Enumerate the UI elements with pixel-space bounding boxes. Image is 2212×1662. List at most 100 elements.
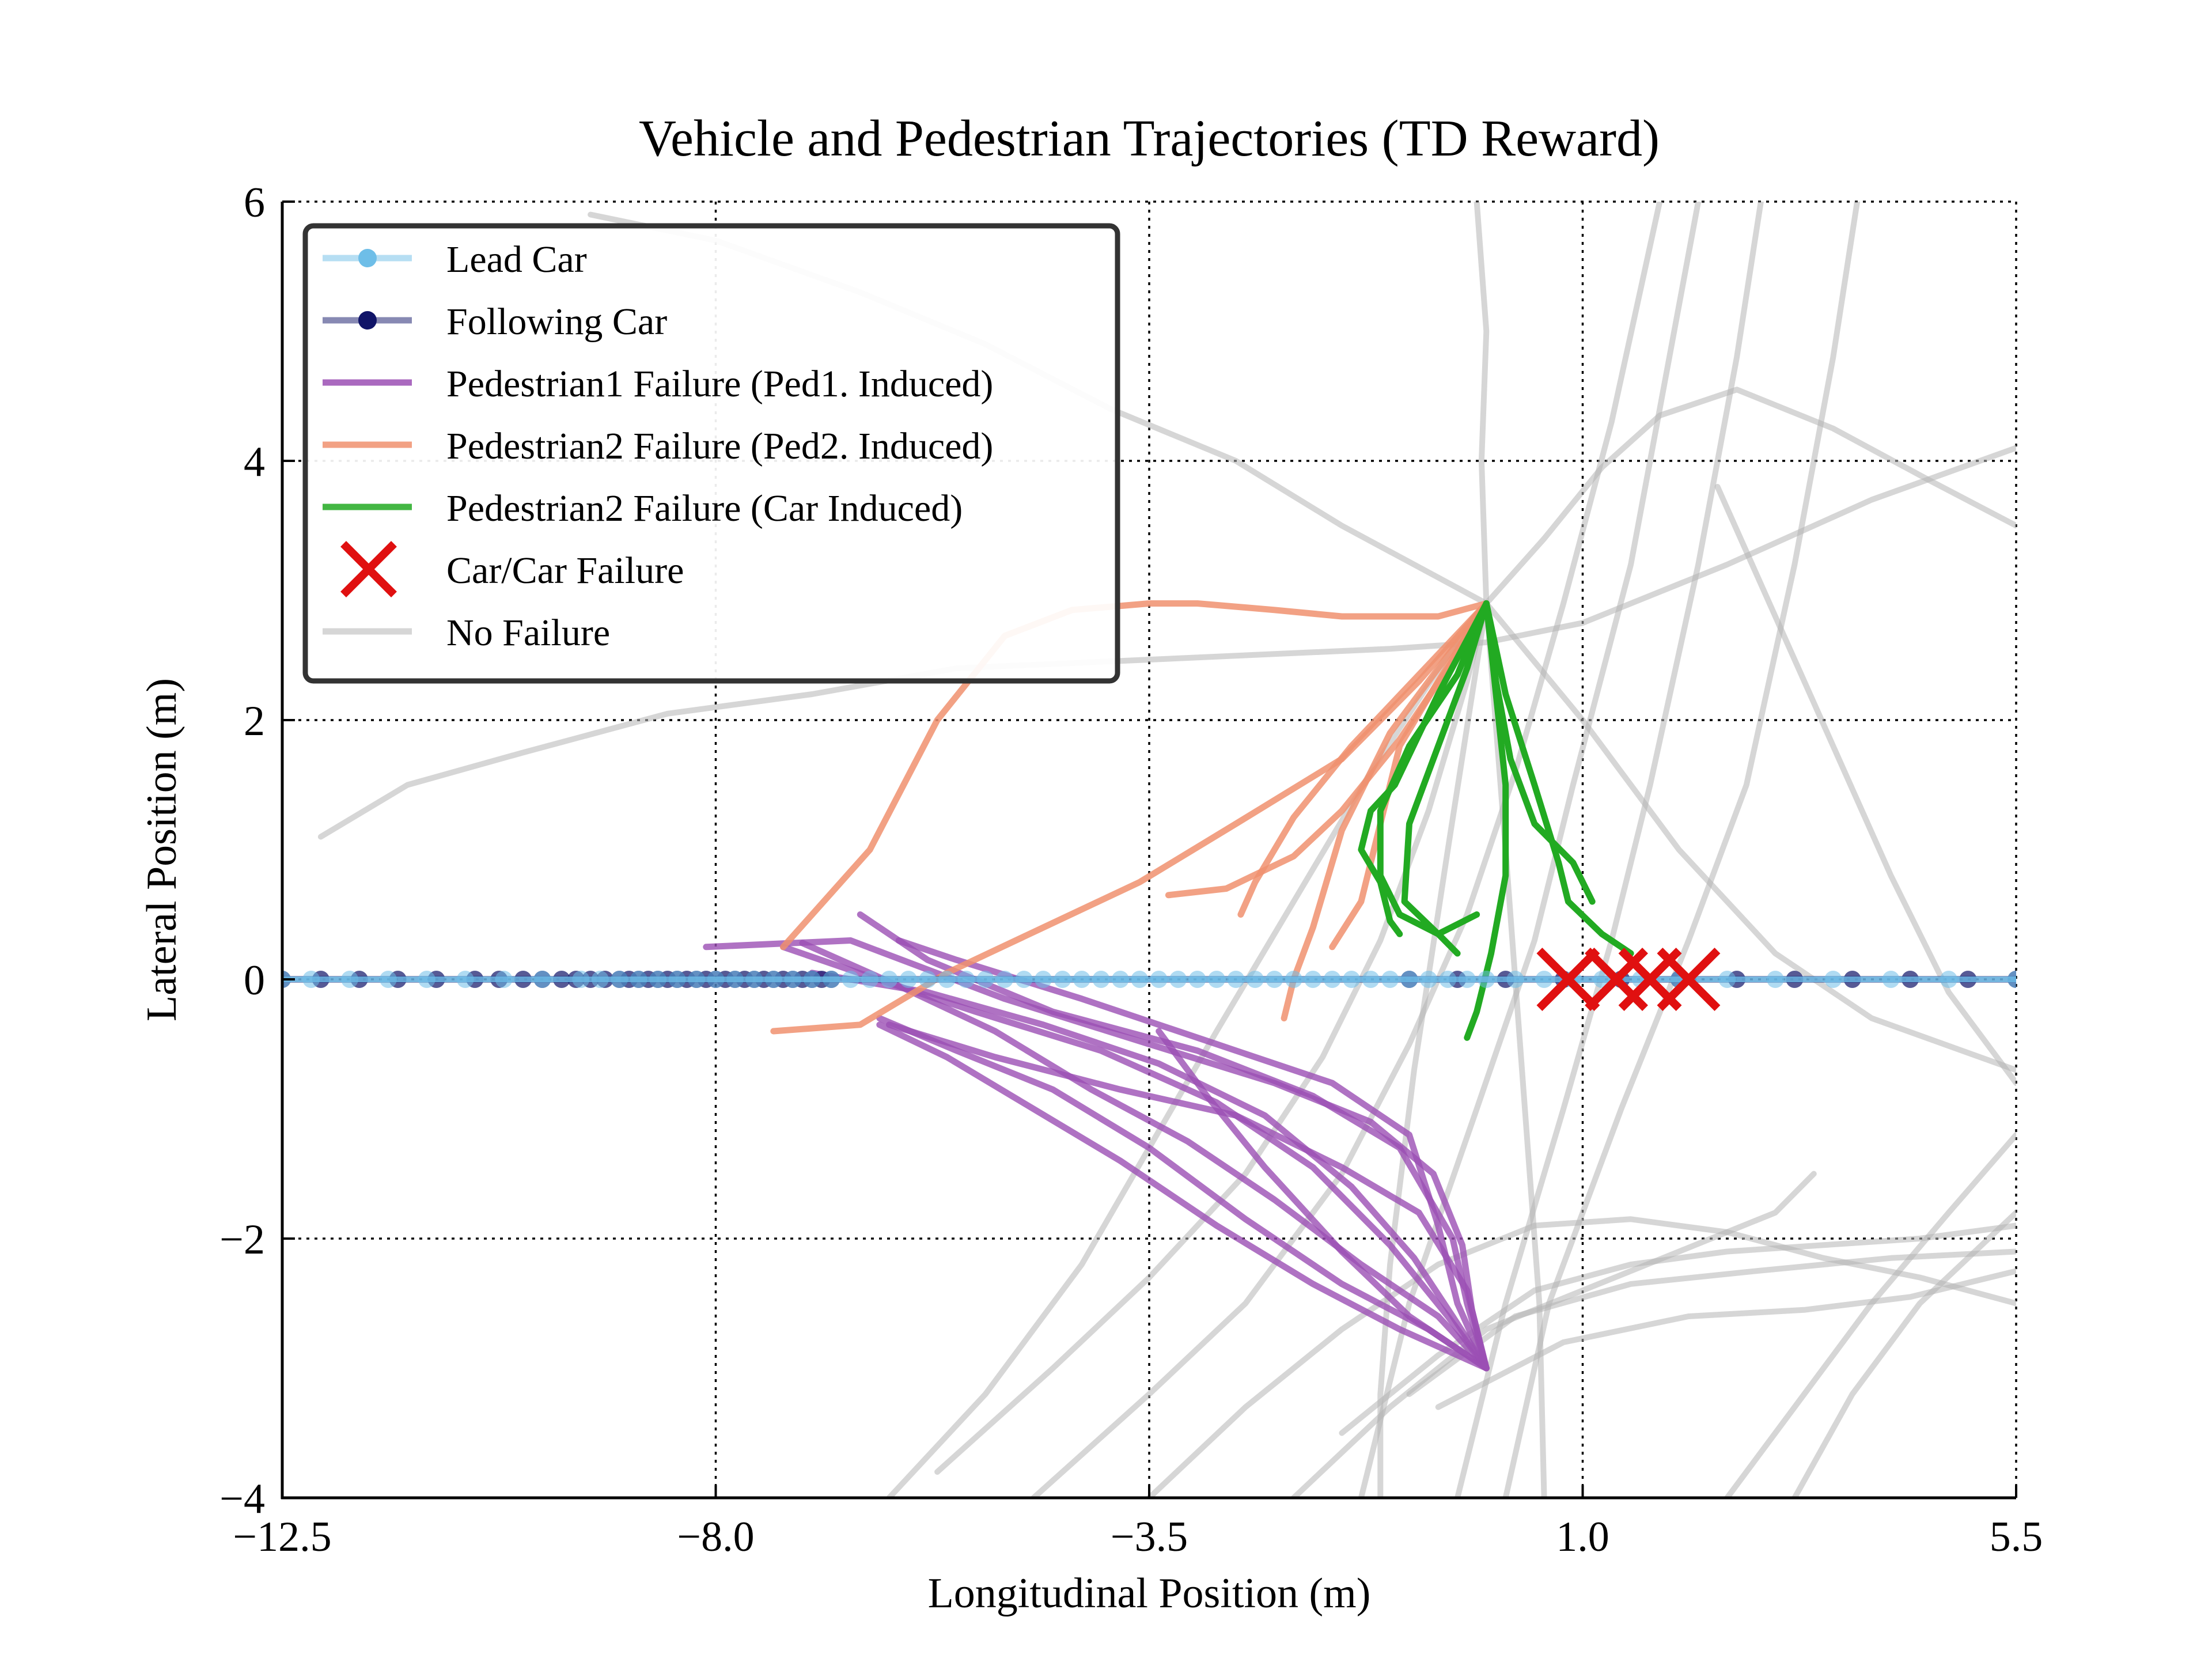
- lead-car-point: [1015, 971, 1033, 988]
- chart-title: Vehicle and Pedestrian Trajectories (TD …: [639, 110, 1660, 167]
- trajectory-line: [780, 600, 1490, 951]
- lead-car-point: [1882, 971, 1900, 988]
- legend-label: Pedestrian1 Failure (Ped1. Induced): [446, 363, 993, 405]
- trajectory-line: [1474, 202, 1490, 607]
- lead-car-point: [1940, 971, 1957, 988]
- lead-car-point: [591, 971, 609, 988]
- lead-car-point: [1343, 971, 1361, 988]
- trajectory-line: [317, 445, 2016, 840]
- lead-car-point: [938, 971, 956, 988]
- trajectory-line: [1724, 1132, 2016, 1498]
- legend-marker-swatch: [358, 249, 377, 267]
- lead-car-point: [1266, 971, 1283, 988]
- x-tick-label: −3.5: [1111, 1513, 1188, 1561]
- lead-car-point: [1188, 971, 1206, 988]
- trajectory-line: [1483, 600, 1634, 957]
- trajectory-line: [1358, 600, 1490, 937]
- lead-car-point: [1246, 971, 1264, 988]
- lead-car-point: [1766, 971, 1784, 988]
- lead-car-point: [572, 971, 590, 988]
- lead-car-point: [1073, 971, 1090, 988]
- lead-car-point: [745, 971, 763, 988]
- trajectory-line: [1401, 600, 1490, 937]
- trajectory-line: [934, 600, 1490, 1475]
- lead-car-point: [996, 971, 1014, 988]
- lead-car-point: [341, 971, 359, 988]
- lead-car-point: [726, 971, 744, 988]
- trajectory-line: [1237, 600, 1490, 918]
- lead-car-point: [1478, 971, 1495, 988]
- lead-car-point: [1054, 971, 1071, 988]
- lead-car-point: [1092, 971, 1110, 988]
- car-car-failure-marker: [1536, 948, 1600, 1011]
- legend-entry: Pedestrian1 Failure (Ped1. Induced): [323, 363, 993, 405]
- lead-car-point: [379, 971, 397, 988]
- lead-car-point: [1506, 971, 1524, 988]
- y-tick-label: −2: [219, 1216, 265, 1263]
- lead-car-point: [688, 971, 706, 988]
- legend-entry: Pedestrian2 Failure (Ped2. Induced): [323, 425, 993, 467]
- lead-car-point: [919, 971, 937, 988]
- lead-car-point: [1227, 971, 1245, 988]
- legend-x-icon: [340, 541, 397, 597]
- lead-car-point: [1111, 971, 1129, 988]
- x-axis-label: Longitudinal Position (m): [928, 1570, 1371, 1617]
- lead-car-point: [1400, 971, 1418, 988]
- legend-label: No Failure: [446, 612, 610, 654]
- lead-car-point: [1304, 971, 1322, 988]
- y-tick-label: 0: [244, 957, 265, 1004]
- trajectory-line: [1146, 1216, 2016, 1498]
- legend: Lead Car Following Car Pedestrian1 Failure…: [302, 223, 1120, 684]
- lead-car-point: [418, 971, 435, 988]
- legend-entry: No Failure: [323, 612, 610, 654]
- legend-entry: Lead Car: [323, 238, 587, 281]
- lead-car-point: [611, 971, 628, 988]
- lead-car-point: [899, 971, 917, 988]
- trajectory-line: [886, 1021, 1490, 1372]
- lead-car-point: [1035, 971, 1052, 988]
- lead-car-point: [1718, 971, 1736, 988]
- lead-car-point: [1439, 971, 1457, 988]
- lead-car-point: [1169, 971, 1187, 988]
- lead-car-point: [2008, 971, 2016, 988]
- legend-label: Pedestrian2 Failure (Ped2. Induced): [446, 425, 993, 467]
- legend-entry: Car/Car Failure: [340, 541, 684, 597]
- x-tick-label: −8.0: [677, 1513, 754, 1561]
- y-tick-label: 4: [244, 438, 265, 486]
- car-car-failure-marker: [1657, 948, 1721, 1011]
- lead-car-point: [957, 971, 975, 988]
- lead-car-point: [649, 971, 667, 988]
- lead-car-point: [1381, 971, 1399, 988]
- lead-car-point: [1131, 971, 1149, 988]
- lead-car-point: [803, 971, 821, 988]
- trajectory-line: [1483, 600, 2016, 1073]
- lead-car-point: [533, 971, 551, 988]
- lead-car-point: [1419, 971, 1437, 988]
- lead-car-point: [1208, 971, 1226, 988]
- lead-car-point: [880, 971, 898, 988]
- trajectory-line: [703, 937, 1490, 1372]
- lead-car-point: [630, 971, 647, 988]
- lead-car-point: [1150, 971, 1168, 988]
- x-tick-label: 5.5: [1990, 1513, 2043, 1561]
- lead-car-point: [1285, 971, 1302, 988]
- lead-car-point: [1593, 971, 1611, 988]
- lead-car-point: [1323, 971, 1341, 988]
- legend-label: Car/Car Failure: [446, 550, 684, 592]
- lead-car-point: [1535, 971, 1553, 988]
- lead-car-point: [1362, 971, 1380, 988]
- lead-car-point: [823, 971, 840, 988]
- legend-label: Pedestrian2 Failure (Car Induced): [446, 487, 963, 529]
- lead-car-point: [1824, 971, 1842, 988]
- failure-x-stroke: [1536, 948, 1600, 1011]
- lead-car-point: [707, 971, 725, 988]
- lead-car-point: [456, 971, 474, 988]
- trajectory-line: [1483, 387, 2016, 607]
- plot-area: [282, 202, 2016, 1498]
- y-tick-label: −4: [219, 1475, 265, 1523]
- lead-car-point: [302, 971, 320, 988]
- lead-car-point: [668, 971, 686, 988]
- lead-car-point: [495, 971, 513, 988]
